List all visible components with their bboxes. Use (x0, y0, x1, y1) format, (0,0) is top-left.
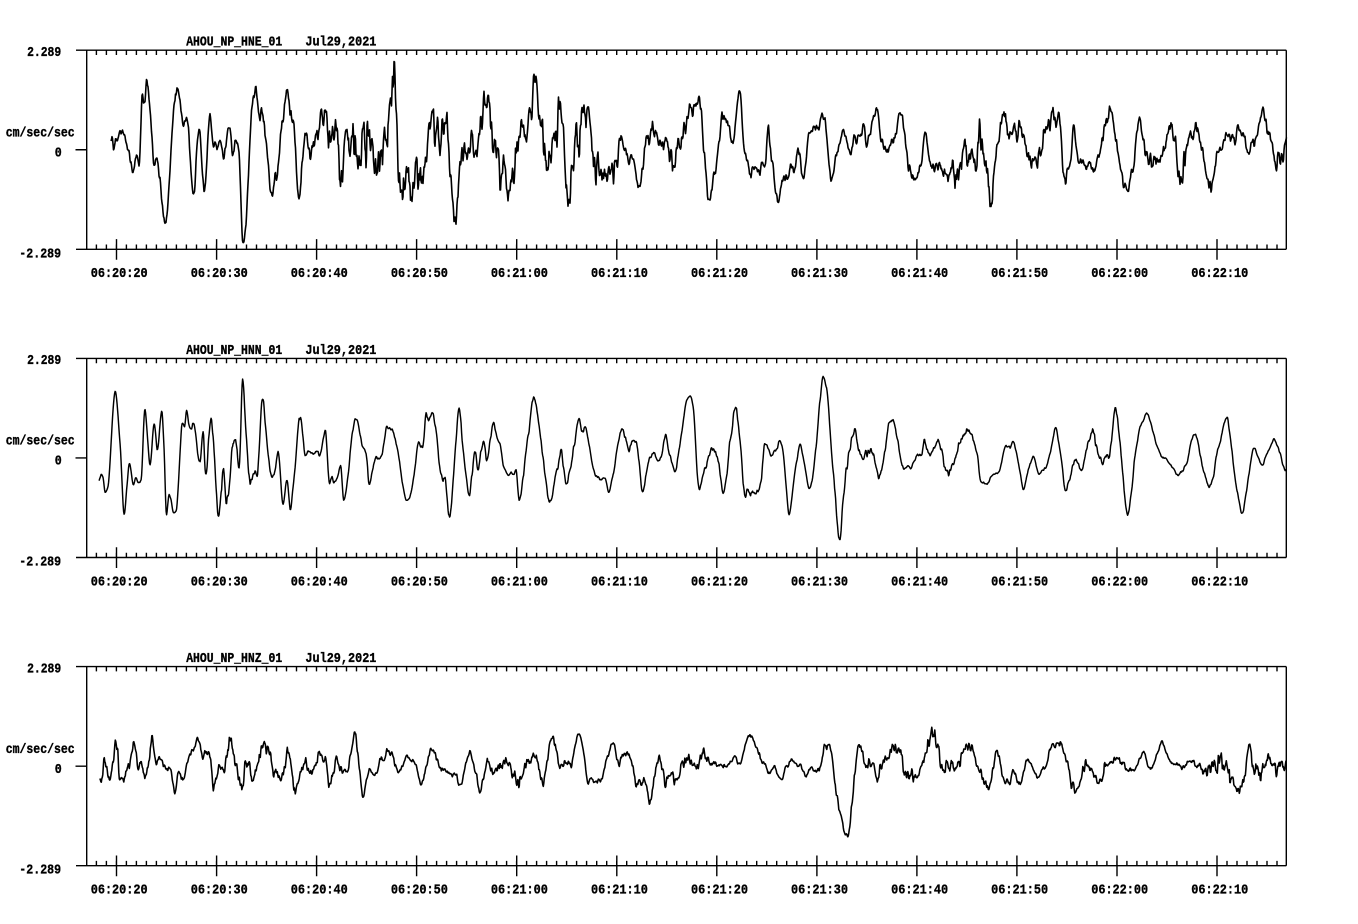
svg-text:06:21:10: 06:21:10 (591, 266, 648, 282)
svg-text:06:21:40: 06:21:40 (891, 574, 948, 590)
svg-text:2.289: 2.289 (27, 353, 61, 369)
svg-text:06:21:20: 06:21:20 (691, 883, 748, 899)
svg-text:06:20:20: 06:20:20 (91, 266, 148, 282)
svg-text:06:21:10: 06:21:10 (591, 883, 648, 899)
svg-text:-2.289: -2.289 (19, 246, 61, 262)
svg-text:0: 0 (55, 762, 62, 778)
svg-text:06:20:50: 06:20:50 (391, 266, 448, 282)
svg-text:AHOU_NP_HNE_01: AHOU_NP_HNE_01 (186, 35, 282, 51)
svg-text:cm/sec/sec: cm/sec/sec (6, 742, 75, 758)
svg-text:Jul29,2021: Jul29,2021 (305, 343, 376, 359)
svg-text:06:22:00: 06:22:00 (1091, 574, 1148, 590)
svg-text:cm/sec/sec: cm/sec/sec (6, 125, 75, 141)
svg-text:2.289: 2.289 (27, 45, 61, 61)
svg-text:06:21:20: 06:21:20 (691, 574, 748, 590)
svg-text:06:22:00: 06:22:00 (1091, 883, 1148, 899)
svg-text:06:20:20: 06:20:20 (91, 883, 148, 899)
svg-text:06:21:40: 06:21:40 (891, 266, 948, 282)
svg-text:-2.289: -2.289 (19, 555, 61, 571)
svg-text:06:20:30: 06:20:30 (191, 266, 248, 282)
svg-text:06:21:30: 06:21:30 (791, 574, 848, 590)
svg-text:06:20:20: 06:20:20 (91, 574, 148, 590)
svg-text:06:22:10: 06:22:10 (1191, 574, 1248, 590)
svg-text:06:21:00: 06:21:00 (491, 266, 548, 282)
svg-text:-2.289: -2.289 (19, 863, 61, 879)
svg-text:06:22:10: 06:22:10 (1191, 883, 1248, 899)
svg-text:AHOU_NP_HNZ_01: AHOU_NP_HNZ_01 (186, 651, 282, 667)
svg-text:06:21:00: 06:21:00 (491, 883, 548, 899)
svg-text:Jul29,2021: Jul29,2021 (305, 35, 376, 51)
svg-text:06:21:10: 06:21:10 (591, 574, 648, 590)
svg-text:06:20:40: 06:20:40 (291, 266, 348, 282)
svg-text:06:20:40: 06:20:40 (291, 574, 348, 590)
svg-text:2.289: 2.289 (27, 661, 61, 677)
svg-text:06:21:50: 06:21:50 (991, 574, 1048, 590)
svg-text:0: 0 (55, 454, 62, 470)
svg-text:06:21:40: 06:21:40 (891, 883, 948, 899)
svg-text:06:20:50: 06:20:50 (391, 883, 448, 899)
svg-text:06:21:50: 06:21:50 (991, 266, 1048, 282)
svg-text:06:22:00: 06:22:00 (1091, 266, 1148, 282)
svg-text:06:21:30: 06:21:30 (791, 266, 848, 282)
svg-text:06:20:50: 06:20:50 (391, 574, 448, 590)
svg-text:06:20:30: 06:20:30 (191, 883, 248, 899)
svg-text:06:20:30: 06:20:30 (191, 574, 248, 590)
svg-text:06:21:30: 06:21:30 (791, 883, 848, 899)
svg-text:06:20:40: 06:20:40 (291, 883, 348, 899)
svg-text:Jul29,2021: Jul29,2021 (305, 651, 376, 667)
svg-text:06:21:50: 06:21:50 (991, 883, 1048, 899)
svg-text:06:21:00: 06:21:00 (491, 574, 548, 590)
svg-text:06:22:10: 06:22:10 (1191, 266, 1248, 282)
svg-text:cm/sec/sec: cm/sec/sec (6, 434, 75, 450)
svg-text:AHOU_NP_HNN_01: AHOU_NP_HNN_01 (186, 343, 282, 359)
svg-text:06:21:20: 06:21:20 (691, 266, 748, 282)
svg-text:0: 0 (55, 145, 62, 161)
